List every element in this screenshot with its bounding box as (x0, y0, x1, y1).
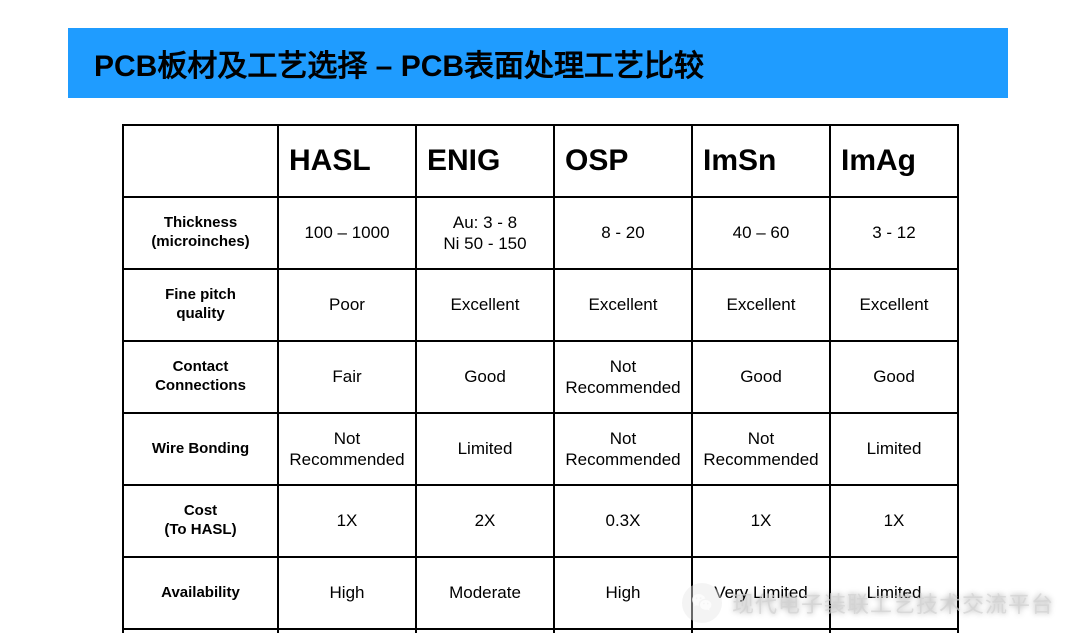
table-cell: Excellent (554, 269, 692, 341)
col-header-imag: ImAg (830, 125, 958, 197)
col-header-osp: OSP (554, 125, 692, 197)
table-cell: High (278, 557, 416, 629)
table-cell: Good (830, 341, 958, 413)
row-header: Thickness(microinches) (123, 197, 278, 269)
row-header: Availability (123, 557, 278, 629)
table-cell: 0.3X (554, 485, 692, 557)
table-cell: 3 - 12 (830, 197, 958, 269)
table-cell: Good (416, 341, 554, 413)
table-corner (123, 125, 278, 197)
table-cell: High (278, 629, 416, 633)
page-title: PCB板材及工艺选择 – PCB表面处理工艺比较 (94, 41, 704, 85)
table-cell: Excellent (692, 269, 830, 341)
table-cell: High (554, 557, 692, 629)
table-cell: Good (692, 341, 830, 413)
title-bar: PCB板材及工艺选择 – PCB表面处理工艺比较 (68, 28, 1008, 98)
table-cell: NotRecommended (278, 413, 416, 485)
table-row: Cost(To HASL)1X2X0.3X1X1X (123, 485, 958, 557)
table-cell: NotRecommended (692, 413, 830, 485)
table-cell: 100 – 1000 (278, 197, 416, 269)
table-cell: 40 – 60 (692, 197, 830, 269)
row-header: Fine pitchquality (123, 269, 278, 341)
table-cell: Very Limited (692, 557, 830, 629)
row-header: ContactConnections (123, 341, 278, 413)
row-header: Cost(To HASL) (123, 485, 278, 557)
table-cell: Fair (278, 341, 416, 413)
table-cell: Limited (830, 413, 958, 485)
table-cell: Au: 3 - 8Ni 50 - 150 (416, 197, 554, 269)
table-cell: Low (554, 629, 692, 633)
col-header-hasl: HASL (278, 125, 416, 197)
col-header-enig: ENIG (416, 125, 554, 197)
table-cell: Excellent (416, 269, 554, 341)
table-cell: Poor (278, 269, 416, 341)
table-row: Thickness(microinches)100 – 1000Au: 3 - … (123, 197, 958, 269)
row-header: Wire Bonding (123, 413, 278, 485)
table-row: Fine pitchqualityPoorExcellentExcellentE… (123, 269, 958, 341)
table-cell: Moderate (416, 629, 554, 633)
table-body: Thickness(microinches)100 – 1000Au: 3 - … (123, 197, 958, 633)
table-cell: 1X (278, 485, 416, 557)
comparison-table-wrap: HASL ENIG OSP ImSn ImAg Thickness(microi… (122, 124, 957, 633)
table-header-row: HASL ENIG OSP ImSn ImAg (123, 125, 958, 197)
table-cell: NotRecommended (554, 413, 692, 485)
table-cell: 1X (692, 485, 830, 557)
row-header: Hazard toManufacture (123, 629, 278, 633)
col-header-imsn: ImSn (692, 125, 830, 197)
table-row: Wire BondingNotRecommendedLimitedNotReco… (123, 413, 958, 485)
table-cell: Limited (416, 413, 554, 485)
table-cell: Excellent (830, 269, 958, 341)
table-cell: NotRecommended (554, 341, 692, 413)
table-cell: Limited (830, 557, 958, 629)
table-row: AvailabilityHighModerateHighVery Limited… (123, 557, 958, 629)
table-row: Hazard toManufactureHighModerateLowHighH… (123, 629, 958, 633)
table-cell: Moderate (416, 557, 554, 629)
comparison-table: HASL ENIG OSP ImSn ImAg Thickness(microi… (122, 124, 959, 633)
table-cell: High (692, 629, 830, 633)
table-cell: High (830, 629, 958, 633)
table-cell: 8 - 20 (554, 197, 692, 269)
table-row: ContactConnectionsFairGoodNotRecommended… (123, 341, 958, 413)
table-cell: 2X (416, 485, 554, 557)
table-cell: 1X (830, 485, 958, 557)
